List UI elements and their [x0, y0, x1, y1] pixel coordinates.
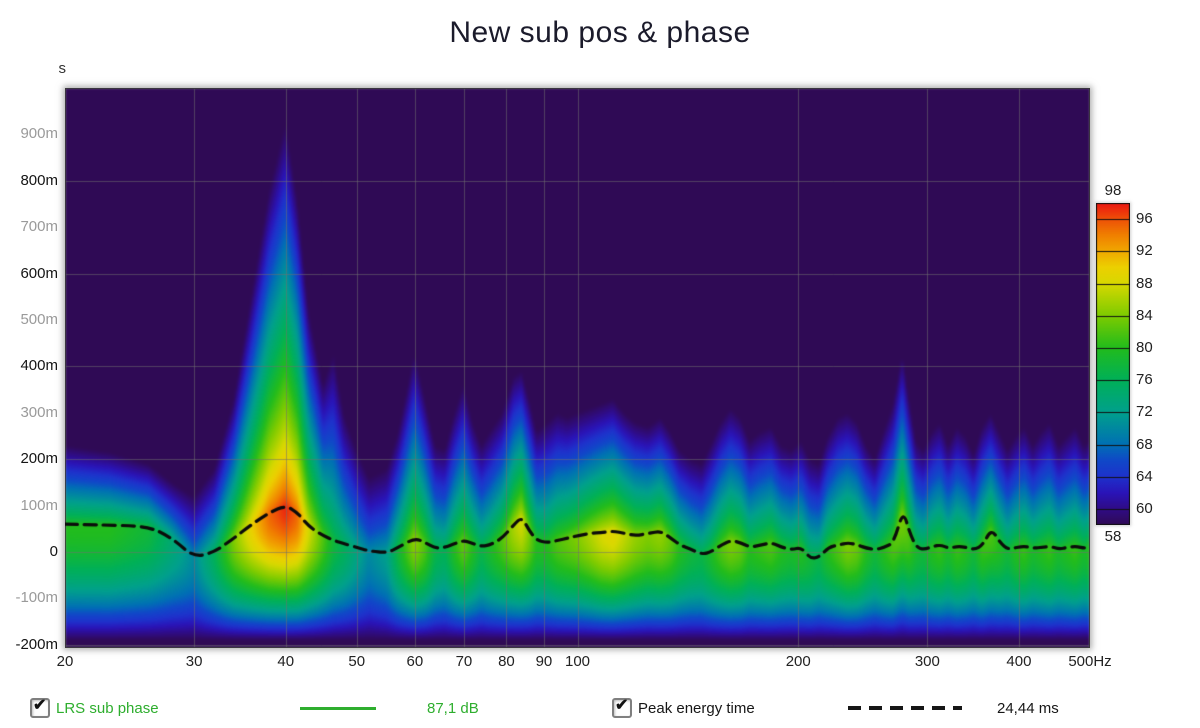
colorbar-tick-label: 80	[1136, 338, 1153, 356]
x-tick-label: 40	[277, 653, 295, 670]
x-tick-label: 100	[564, 653, 591, 670]
y-tick-label: 700m	[20, 218, 58, 236]
trace-checkbox-lrs-sub-phase[interactable]: ✔	[30, 697, 50, 718]
trace-label-peak-energy-time[interactable]: Peak energy time	[638, 700, 755, 717]
x-tick-label: 80	[498, 653, 515, 670]
x-tick-label: 300	[914, 653, 940, 670]
y-tick-label: 100m	[20, 496, 58, 514]
y-tick-label: 800m	[20, 171, 58, 189]
y-axis-tick-labels: 900m 800m 700m 600m 500m 400m 300m 200m 100m 0 -10…	[0, 88, 58, 652]
y-tick-label: 900m	[20, 125, 58, 143]
x-axis-tick-labels: 20 30 40 50 60 70 80 90 100 200 300 400 500Hz	[57, 653, 1112, 673]
spectrogram-canvas[interactable]	[65, 88, 1090, 648]
x-tick-label: 30	[185, 653, 203, 670]
colorbar-tick-label: 64	[1136, 467, 1153, 485]
x-tick-label: 90	[535, 653, 553, 670]
colorbar-min-label: 58	[1104, 528, 1122, 545]
x-tick-label: 50	[348, 653, 366, 670]
colorbar-tick-label: 60	[1136, 499, 1153, 517]
colorbar	[1096, 203, 1130, 525]
x-tick-label: 20	[56, 653, 74, 670]
trace-checkbox-peak-energy-time[interactable]: ✔	[612, 697, 632, 718]
y-tick-label: 500m	[20, 310, 58, 328]
dashed-line-swatch	[848, 706, 962, 710]
trace-label-lrs-sub-phase[interactable]: LRS sub phase	[56, 700, 159, 717]
x-tick-label: 200	[785, 653, 811, 670]
x-tick-label: 60	[406, 653, 424, 670]
colorbar-tick-label: 92	[1136, 242, 1153, 260]
y-tick-label: 400m	[20, 357, 58, 375]
y-axis-unit-label: s	[58, 60, 67, 77]
colorbar-tick-label: 88	[1136, 274, 1153, 292]
checkmark-icon: ✔	[615, 697, 629, 714]
legend-bar: ✔ LRS sub phase 87,1 dB ✔ Peak energy ti…	[0, 696, 1200, 726]
x-tick-label: 400	[1006, 653, 1032, 670]
solid-line-swatch	[300, 707, 376, 710]
colorbar-tick-label: 68	[1136, 435, 1153, 453]
y-tick-label: 200m	[20, 450, 58, 468]
trace-value-ms: 24,44 ms	[997, 700, 1059, 717]
colorbar-tick-label: 76	[1136, 371, 1153, 389]
y-tick-label: 0	[49, 542, 58, 560]
colorbar-tick-label: 96	[1136, 210, 1153, 228]
y-tick-label: -200m	[15, 635, 58, 653]
colorbar-tick-label: 84	[1136, 306, 1153, 324]
colorbar-tick-label: 72	[1136, 403, 1153, 421]
colorbar-max-label: 98	[1104, 182, 1122, 199]
y-tick-label: -100m	[15, 589, 58, 607]
chart-title: New sub pos & phase	[449, 16, 751, 49]
x-tick-label: 500Hz	[1068, 653, 1112, 670]
trace-value-db: 87,1 dB	[427, 700, 479, 717]
checkmark-icon: ✔	[33, 697, 47, 714]
plot-area	[65, 88, 1090, 648]
y-tick-label: 300m	[20, 403, 58, 421]
x-tick-label: 70	[455, 653, 473, 670]
y-tick-label: 600m	[20, 264, 58, 282]
